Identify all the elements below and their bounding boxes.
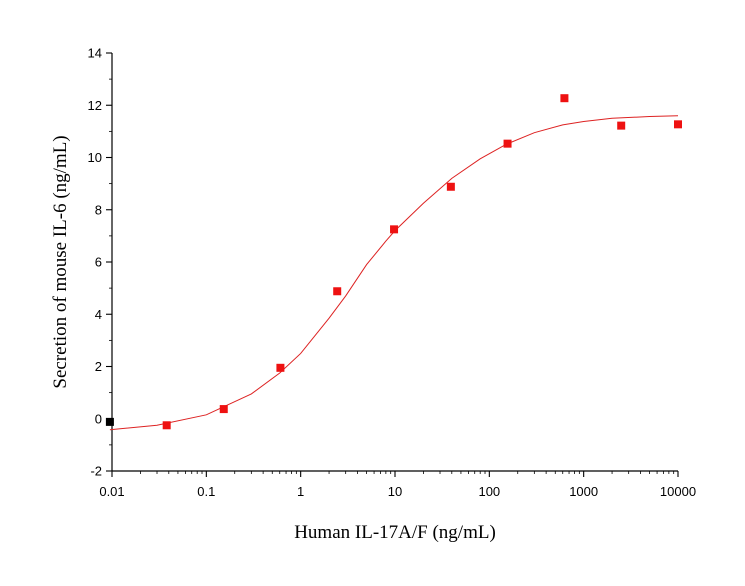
data-point bbox=[162, 421, 171, 430]
x-tick-label: 0.01 bbox=[99, 484, 124, 499]
y-axis-ticks: -2 0 2 4 6 8 10 12 14 bbox=[88, 46, 112, 479]
data-point bbox=[560, 94, 569, 103]
x-tick-label: 10000 bbox=[660, 484, 696, 499]
x-axis-title: Human IL-17A/F (ng/mL) bbox=[294, 522, 496, 543]
y-axis-title: Secretion of mouse IL-6 (ng/mL) bbox=[50, 135, 71, 388]
x-tick-label: 1000 bbox=[569, 484, 598, 499]
x-tick-label: 1 bbox=[297, 484, 304, 499]
x-tick-label: 0.1 bbox=[197, 484, 215, 499]
y-tick-label: 10 bbox=[88, 150, 102, 165]
data-point bbox=[333, 287, 342, 296]
data-point bbox=[219, 405, 228, 414]
fit-curves bbox=[109, 115, 679, 431]
data-point bbox=[617, 121, 626, 130]
x-tick-label: 100 bbox=[478, 484, 500, 499]
y-tick-label: 2 bbox=[95, 359, 102, 374]
data-points bbox=[105, 94, 682, 430]
data-point bbox=[276, 363, 285, 372]
y-tick-label: 4 bbox=[95, 307, 102, 322]
y-tick-label: 6 bbox=[95, 255, 102, 270]
x-tick-label: 10 bbox=[388, 484, 402, 499]
data-point bbox=[446, 182, 455, 191]
data-point bbox=[105, 417, 114, 426]
data-point bbox=[503, 139, 512, 148]
y-tick-label: 14 bbox=[88, 46, 102, 61]
axes bbox=[111, 53, 678, 472]
fit-curve bbox=[109, 115, 679, 431]
y-tick-label: -2 bbox=[90, 464, 102, 479]
x-axis-ticks: 0.01 0.1 1 10 100 1000 10000 bbox=[99, 471, 696, 499]
data-point bbox=[390, 225, 399, 234]
y-tick-label: 0 bbox=[95, 411, 102, 426]
data-point bbox=[674, 120, 682, 129]
y-tick-label: 12 bbox=[88, 98, 102, 113]
y-tick-label: 8 bbox=[95, 202, 102, 217]
